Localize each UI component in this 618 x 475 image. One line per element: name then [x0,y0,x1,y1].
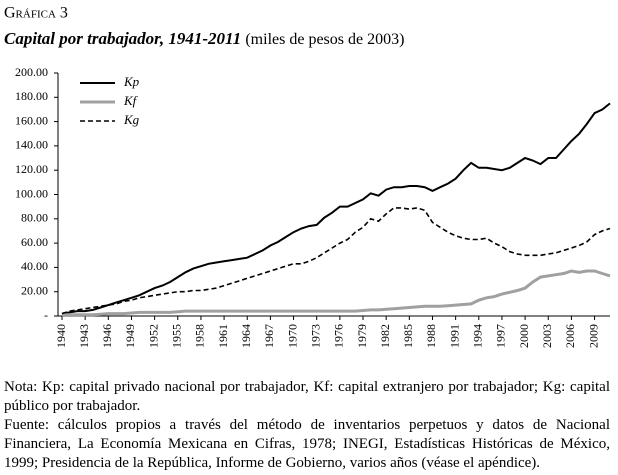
x-tick-label: 1940 [54,324,68,348]
x-tick-label: 1997 [494,324,508,348]
chart-title-line: Capital por trabajador, 1941-2011 (miles… [4,29,404,48]
x-tick-label: 1979 [355,324,369,348]
chart: Gráfica 3 Capital por trabajador, 1941-2… [4,5,611,348]
x-tick-label: 1943 [77,324,91,348]
y-tick-label: 60.00 [21,235,48,249]
x-tick-label: 1964 [239,324,253,348]
chart-subtitle: (miles de pesos de 2003) [245,31,404,48]
y-tick-label: 140.00 [15,138,48,152]
chart-title: Capital por trabajador, 1941-2011 [4,29,241,48]
x-tick-label: 2009 [586,324,600,348]
x-tick-label: 1991 [447,324,461,348]
y-tick-label: 40.00 [21,259,48,273]
x-tick-label: 1949 [123,324,137,348]
x-tick-label: 2003 [540,324,554,348]
y-tick-label: 100.00 [15,186,48,200]
x-tick-label: 1958 [193,324,207,348]
x-tick-label: 1982 [378,324,392,348]
x-tick-label: 1952 [146,324,160,348]
x-tick-label: 2006 [563,324,577,348]
series-line [61,102,611,315]
legend-label: Kf [123,93,139,108]
chart-label: Gráfica 3 [4,5,68,22]
notes: Nota: Kp: capital privado nacional por t… [4,378,610,473]
y-tick-label: 200.00 [15,65,48,79]
x-tick-label: 1967 [262,324,276,348]
x-tick-label: 1976 [332,324,346,348]
y-tick-label: 20.00 [21,283,48,297]
x-tick-label: 1955 [170,324,184,348]
y-tick-label: 180.00 [15,89,48,103]
x-tick-label: 1985 [401,324,415,348]
x-tick-label: 1973 [308,324,322,348]
x-tick-label: 1988 [424,324,438,348]
legend-label: Kp [123,74,140,89]
y-tick-label: 80.00 [21,211,48,225]
series-line [62,269,611,317]
y-tick-label: 120.00 [15,162,48,176]
x-tick-label: 2000 [517,324,531,348]
note: Nota: Kp: capital privado nacional por t… [4,379,610,414]
x-tick-label: 1961 [216,324,230,348]
series-line [61,207,611,315]
note: Fuente: cálculos propios a través del mé… [4,417,610,471]
x-tick-label: 1970 [285,324,299,348]
legend-label: Kg [123,112,140,127]
x-tick-label: 1994 [471,324,485,348]
y-tick-label: 160.00 [15,113,48,127]
x-tick-label: 1946 [100,324,114,348]
y-tick-label: - [44,308,48,322]
